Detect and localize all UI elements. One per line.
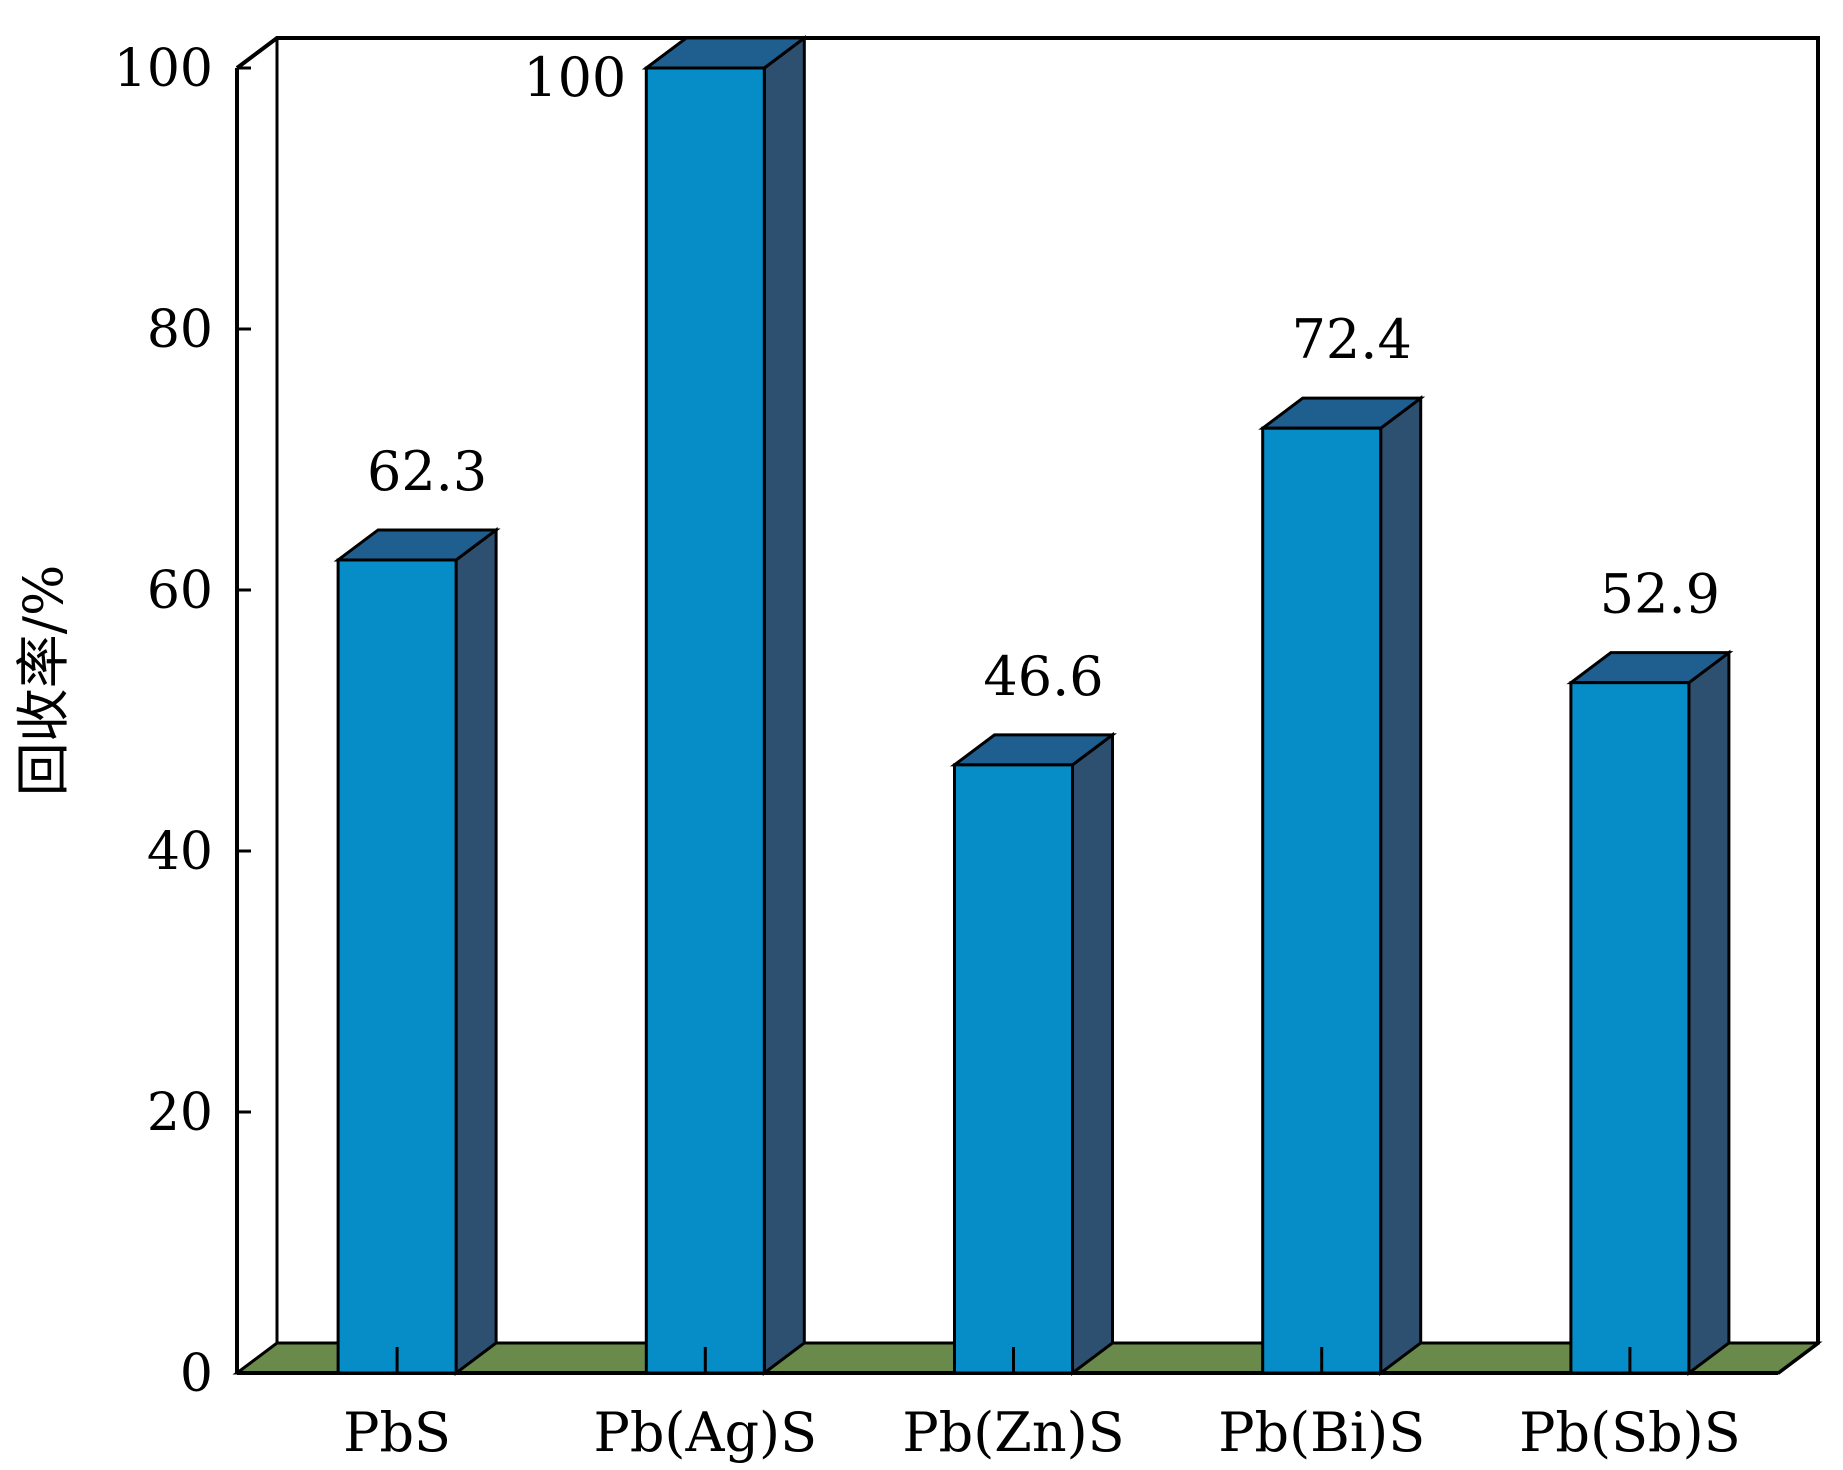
data-label: 100 <box>523 46 626 109</box>
bar: 52.9 <box>1566 563 1734 1376</box>
x-tick-label: Pb(Bi)S <box>1218 1401 1425 1464</box>
y-tick-label: 80 <box>147 300 213 360</box>
data-label: 72.4 <box>1292 308 1412 371</box>
bar-side <box>454 526 498 1376</box>
data-label: 52.9 <box>1600 563 1720 626</box>
y-tick-label: 40 <box>147 822 213 882</box>
x-tick-label: Pb(Zn)S <box>902 1401 1124 1464</box>
x-axis: PbS Pb(Ag)S Pb(Zn)S Pb(Bi)S Pb(Sb)S <box>343 1347 1741 1464</box>
bar-side <box>1687 649 1731 1376</box>
y-tick-label: 100 <box>114 39 213 99</box>
bar-side <box>762 35 806 1376</box>
data-label: 62.3 <box>367 440 487 503</box>
y-tick-label: 0 <box>180 1344 213 1404</box>
data-label: 46.6 <box>983 645 1103 708</box>
bar-side <box>1379 395 1423 1376</box>
bar-front <box>644 66 766 1375</box>
bar-front <box>953 763 1074 1375</box>
bar: 46.6 <box>950 645 1117 1376</box>
bars: 62.3 100 46.6 72.4 52.9 <box>333 35 1734 1376</box>
y-tick-label: 20 <box>147 1083 213 1143</box>
bar: 72.4 <box>1258 308 1426 1376</box>
y-axis-label: 回收率/% <box>12 565 75 797</box>
x-tick-label: Pb(Ag)S <box>594 1401 818 1464</box>
x-tick-label: PbS <box>343 1401 451 1464</box>
bar-side <box>1071 731 1114 1376</box>
y-axis: 0 20 40 60 80 100 <box>114 39 251 1404</box>
bar: 62.3 <box>333 440 501 1376</box>
y-tick-label: 60 <box>147 561 213 621</box>
bar-front <box>1569 681 1691 1375</box>
bar-front <box>1261 426 1383 1375</box>
x-tick-label: Pb(Sb)S <box>1519 1401 1741 1464</box>
bar: 100 <box>523 35 809 1376</box>
bar-front <box>336 558 458 1375</box>
